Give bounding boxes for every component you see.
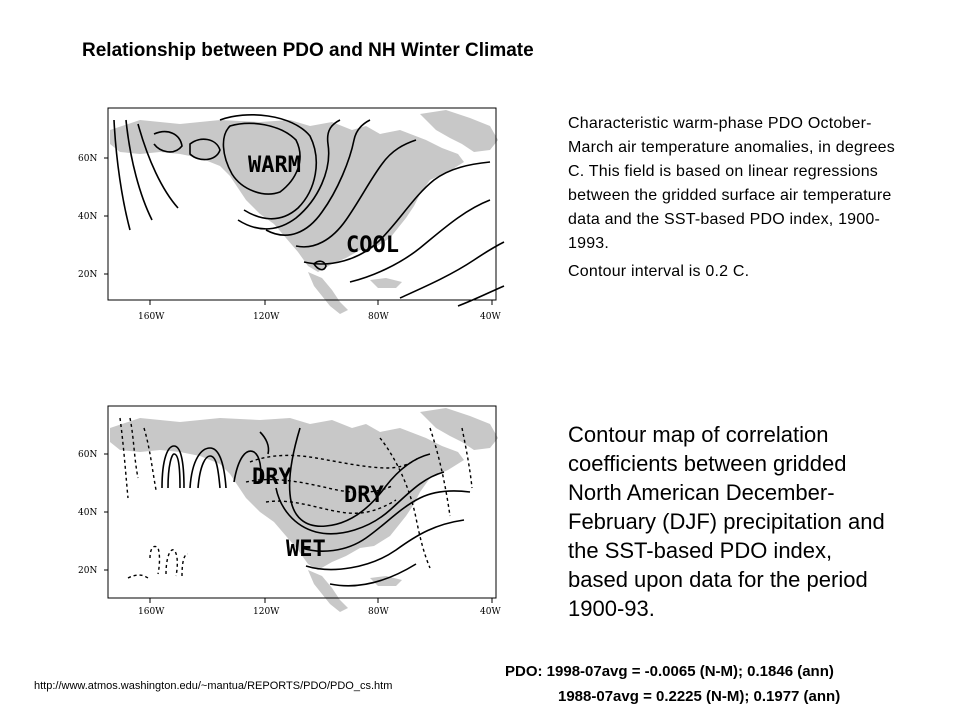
- x-tick-120w: 120W: [253, 607, 280, 617]
- y-tick-60n: 60N: [78, 450, 97, 460]
- x-axis-ticks: 160W 120W 80W 40W: [138, 300, 501, 322]
- y-tick-40n: 40N: [78, 508, 97, 518]
- y-axis-ticks: 60N 40N 20N: [78, 450, 108, 576]
- x-tick-120w: 120W: [253, 312, 280, 322]
- map-frame: [107, 107, 497, 301]
- x-tick-160w: 160W: [138, 312, 165, 322]
- source-url: http://www.atmos.washington.edu/~mantua/…: [34, 680, 393, 692]
- label-warm: WARM: [248, 153, 301, 178]
- page-title: Relationship between PDO and NH Winter C…: [82, 40, 534, 61]
- x-tick-80w: 80W: [368, 607, 389, 617]
- y-axis-ticks: 60N 40N 20N: [78, 154, 108, 280]
- label-wet: WET: [286, 537, 326, 562]
- pdo-stats-line-1: PDO: 1998-07avg = -0.0065 (N-M); 0.1846 …: [505, 663, 834, 680]
- pdo-stats-line-2: 1988-07avg = 0.2225 (N-M); 0.1977 (ann): [558, 688, 841, 705]
- y-tick-20n: 20N: [78, 270, 97, 280]
- x-axis-ticks: 160W 120W 80W 40W: [138, 598, 501, 617]
- contour-interval-note: Contour interval is 0.2 C.: [568, 263, 750, 280]
- land-mass: [110, 408, 498, 612]
- x-tick-40w: 40W: [480, 312, 501, 322]
- precipitation-description: Contour map of correlation coefficients …: [568, 422, 885, 621]
- precipitation-contours-dashed: [119, 417, 473, 579]
- land-mass: [110, 110, 498, 314]
- temperature-description: Characteristic warm-phase PDO October-Ma…: [568, 112, 898, 284]
- temperature-description-text: Characteristic warm-phase PDO October-Ma…: [568, 115, 895, 252]
- x-tick-40w: 40W: [480, 607, 501, 617]
- pdo-stats: PDO: 1998-07avg = -0.0065 (N-M); 0.1846 …: [505, 659, 840, 709]
- label-cool: COOL: [346, 233, 399, 258]
- x-tick-160w: 160W: [138, 607, 165, 617]
- label-dry-east: DRY: [344, 483, 384, 508]
- y-tick-20n: 20N: [78, 566, 97, 576]
- temperature-anomaly-map: 60N 40N 20N 160W 120W 80W 40W WARM COOL: [78, 107, 505, 322]
- precipitation-correlation-map: 60N 40N 20N 160W 120W 80W 40W DRY DRY WE…: [78, 405, 501, 617]
- y-tick-40n: 40N: [78, 212, 97, 222]
- precipitation-contours-solid: [161, 427, 471, 587]
- label-dry-west: DRY: [252, 465, 292, 490]
- y-tick-60n: 60N: [78, 154, 97, 164]
- x-tick-80w: 80W: [368, 312, 389, 322]
- temperature-contours: [113, 114, 505, 307]
- map-frame: [107, 405, 497, 599]
